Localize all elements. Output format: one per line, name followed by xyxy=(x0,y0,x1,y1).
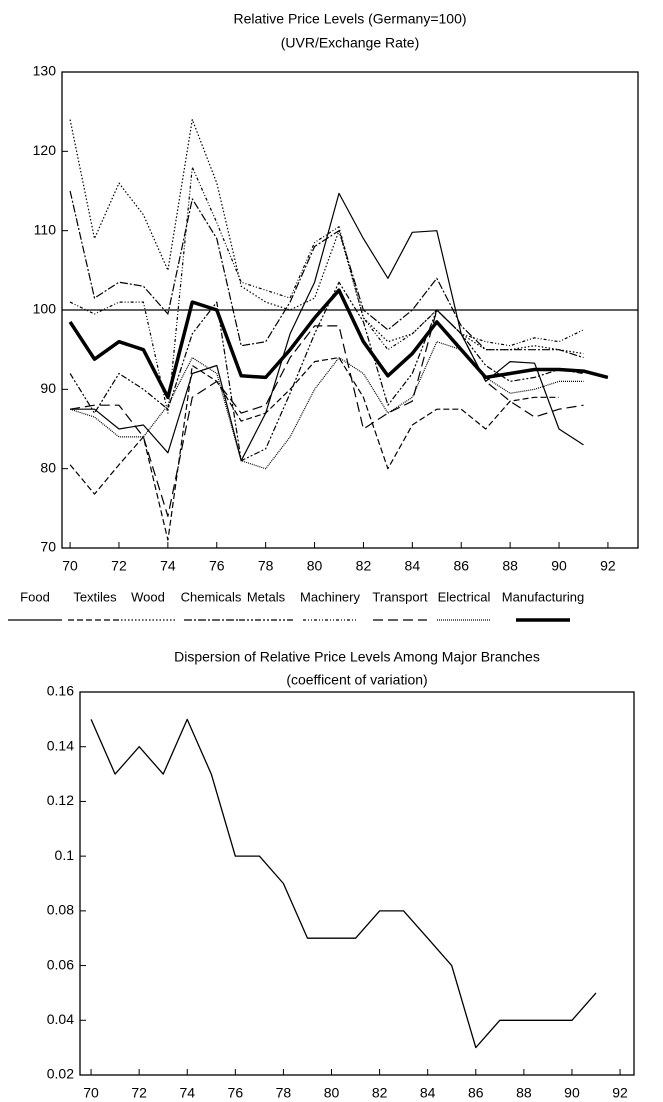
x-tick-label: 80 xyxy=(324,1085,340,1101)
y-tick-label: 130 xyxy=(33,63,57,79)
y-tick-label: 0.14 xyxy=(47,737,74,753)
x-tick-label: 70 xyxy=(62,558,78,574)
x-tick-label: 92 xyxy=(600,558,616,574)
y-tick-label: 0.06 xyxy=(47,956,74,972)
chart-subtitle: (UVR/Exchange Rate) xyxy=(281,35,420,51)
x-tick-label: 88 xyxy=(502,558,518,574)
y-tick-label: 120 xyxy=(33,142,57,158)
x-tick-label: 88 xyxy=(516,1085,532,1101)
x-tick-label: 72 xyxy=(131,1085,147,1101)
legend-label: Chemicals xyxy=(181,589,242,604)
x-tick-label: 90 xyxy=(564,1085,580,1101)
legend-label: Electrical xyxy=(438,589,491,604)
series-line xyxy=(69,190,584,359)
y-tick-label: 0.12 xyxy=(47,792,74,808)
x-tick-label: 84 xyxy=(405,558,421,574)
x-tick-label: 84 xyxy=(420,1085,436,1101)
y-tick-label: 0.16 xyxy=(47,683,74,699)
y-tick-label: 0.04 xyxy=(47,1011,74,1027)
legend-label: Textiles xyxy=(73,589,117,604)
y-tick-label: 90 xyxy=(40,380,56,396)
x-tick-label: 78 xyxy=(276,1085,292,1101)
x-tick-label: 82 xyxy=(356,558,372,574)
y-tick-label: 80 xyxy=(40,459,56,475)
plot-frame xyxy=(79,691,635,1076)
chart: Dispersion of Relative Price Levels Amon… xyxy=(47,649,635,1101)
legend-label: Transport xyxy=(372,589,428,604)
series-line xyxy=(70,309,584,517)
chart-title: Dispersion of Relative Price Levels Amon… xyxy=(174,649,540,665)
series-line xyxy=(69,281,584,462)
data-line xyxy=(90,718,597,1049)
series-line xyxy=(68,288,609,400)
x-tick-label: 72 xyxy=(111,558,127,574)
x-tick-label: 90 xyxy=(551,558,567,574)
chart: Relative Price Levels (Germany=100) (UVR/… xyxy=(8,11,639,622)
legend-label: Food xyxy=(20,589,50,604)
series-line xyxy=(69,341,584,470)
legend-label: Metals xyxy=(247,589,286,604)
x-tick-label: 86 xyxy=(453,558,469,574)
chart-title: Relative Price Levels (Germany=100) xyxy=(233,11,466,27)
x-tick-label: 76 xyxy=(209,558,225,574)
y-tick-label: 0.02 xyxy=(47,1066,74,1082)
x-tick-label: 80 xyxy=(307,558,323,574)
series-line xyxy=(69,357,559,541)
legend-label: Wood xyxy=(131,589,165,604)
x-tick-label: 78 xyxy=(258,558,274,574)
x-tick-label: 92 xyxy=(612,1085,628,1101)
y-tick-label: 70 xyxy=(40,539,56,555)
x-tick-label: 86 xyxy=(468,1085,484,1101)
y-tick-label: 0.1 xyxy=(55,847,75,863)
legend-label: Machinery xyxy=(300,589,360,604)
x-tick-label: 82 xyxy=(372,1085,388,1101)
chart-subtitle: (coefficent of variation) xyxy=(286,672,427,688)
y-tick-label: 100 xyxy=(33,301,57,317)
y-tick-label: 0.08 xyxy=(47,902,74,918)
x-tick-label: 76 xyxy=(228,1085,244,1101)
y-tick-label: 110 xyxy=(34,221,57,237)
x-tick-label: 74 xyxy=(160,558,176,574)
series-line xyxy=(70,192,584,462)
legend-label: Manufacturing xyxy=(502,589,584,604)
x-tick-label: 70 xyxy=(83,1085,99,1101)
legend: Food Textiles Wood Chemicals Metals Machinery… xyxy=(8,589,584,622)
x-tick-label: 74 xyxy=(179,1085,195,1101)
